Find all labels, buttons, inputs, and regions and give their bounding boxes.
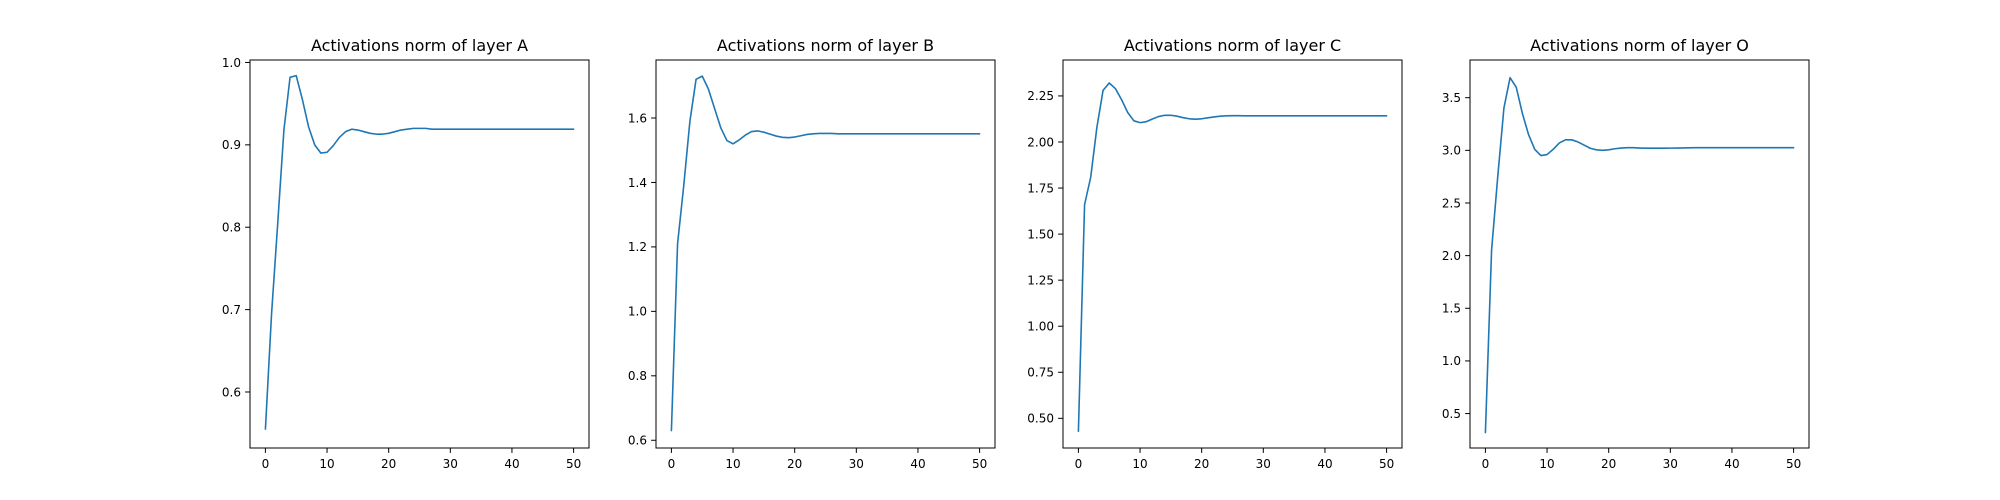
y-tick-label: 0.50 — [1027, 412, 1054, 426]
y-tick-label: 1.0 — [1442, 354, 1461, 368]
chart-panel-2: Activations norm of layer B 0 10 20 30 40 50 0.… — [628, 36, 996, 471]
chart-title: Activations norm of layer O — [1530, 36, 1749, 55]
x-tick-label: 50 — [1786, 457, 1801, 471]
y-tick-label: 0.8 — [628, 369, 647, 383]
y-tick-label: 0.8 — [222, 221, 241, 235]
y-tick-label: 1.0 — [628, 305, 647, 319]
y-tick-label: 0.5 — [1442, 407, 1461, 421]
series-line — [670, 75, 981, 432]
y-tick-label: 1.5 — [1442, 302, 1461, 316]
x-tick-label: 40 — [1724, 457, 1739, 471]
series-line — [1077, 82, 1388, 433]
series-line — [264, 74, 575, 430]
x-tick-label: 10 — [1539, 457, 1554, 471]
chart-title: Activations norm of layer C — [1124, 36, 1341, 55]
x-tick-label: 20 — [1194, 457, 1209, 471]
x-tick-label: 0 — [262, 457, 270, 471]
y-tick-label: 0.6 — [628, 434, 647, 448]
chart-panel-4: Activations norm of layer O 0 10 20 30 40 50 0.… — [1442, 36, 1810, 471]
series-line — [1484, 76, 1795, 434]
x-tick-label: 50 — [1379, 457, 1394, 471]
x-tick-label: 20 — [381, 457, 396, 471]
y-tick-label: 1.00 — [1027, 320, 1054, 334]
y-tick-label: 0.9 — [222, 138, 241, 152]
x-tick-label: 30 — [1256, 457, 1271, 471]
x-tick-label: 30 — [849, 457, 864, 471]
y-tick-label: 1.75 — [1027, 181, 1054, 195]
y-tick-label: 1.4 — [628, 176, 647, 190]
x-tick-label: 30 — [443, 457, 458, 471]
x-tick-label: 0 — [1482, 457, 1490, 471]
chart-title: Activations norm of layer B — [717, 36, 934, 55]
y-tick-label: 1.50 — [1027, 227, 1054, 241]
y-tick-label: 1.25 — [1027, 273, 1054, 287]
x-tick-label: 20 — [787, 457, 802, 471]
y-tick-label: 0.6 — [222, 385, 241, 399]
chart-panel-3: Activations norm of layer C 0 10 20 30 40 50 0.… — [1027, 36, 1403, 471]
x-tick-label: 0 — [668, 457, 676, 471]
y-tick-label: 2.0 — [1442, 249, 1461, 263]
x-tick-label: 50 — [972, 457, 987, 471]
chart-title: Activations norm of layer A — [311, 36, 528, 55]
y-tick-label: 1.2 — [628, 240, 647, 254]
y-tick-label: 1.6 — [628, 111, 647, 125]
plot-frame — [1062, 59, 1403, 449]
x-tick-label: 40 — [1317, 457, 1332, 471]
y-tick-label: 3.5 — [1442, 91, 1461, 105]
x-tick-label: 0 — [1075, 457, 1083, 471]
x-tick-label: 40 — [910, 457, 925, 471]
y-tick-label: 2.5 — [1442, 196, 1461, 210]
y-tick-label: 0.7 — [222, 303, 241, 317]
y-tick-label: 1.0 — [222, 56, 241, 70]
x-tick-label: 10 — [1132, 457, 1147, 471]
x-tick-label: 20 — [1601, 457, 1616, 471]
y-tick-label: 3.0 — [1442, 144, 1461, 158]
x-tick-label: 40 — [504, 457, 519, 471]
plot-frame — [249, 59, 590, 449]
y-tick-label: 2.25 — [1027, 89, 1054, 103]
plot-frame — [1469, 59, 1810, 449]
y-tick-label: 0.75 — [1027, 366, 1054, 380]
x-tick-label: 30 — [1663, 457, 1678, 471]
plot-frame — [655, 59, 996, 449]
chart-panel-1: Activations norm of layer A 0 10 20 30 40 50 0.… — [222, 36, 590, 471]
x-tick-label: 10 — [725, 457, 740, 471]
x-tick-label: 50 — [566, 457, 581, 471]
x-tick-label: 10 — [319, 457, 334, 471]
y-tick-label: 2.00 — [1027, 135, 1054, 149]
